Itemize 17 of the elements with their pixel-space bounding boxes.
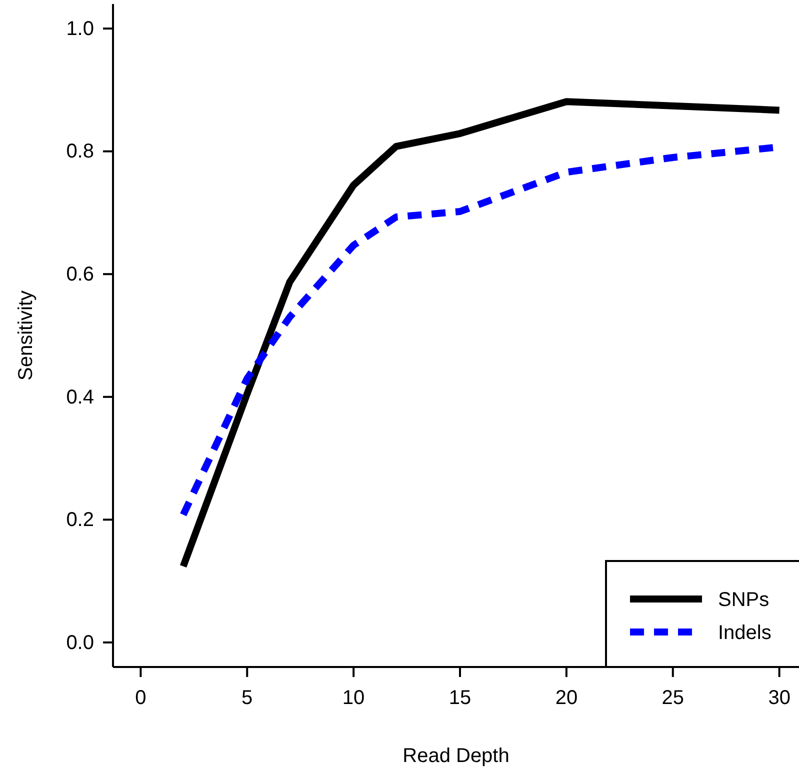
y-tick-label: 0.2 <box>66 509 94 532</box>
y-tick-label: 0.4 <box>66 386 94 408</box>
y-tick-label: 0.6 <box>66 264 94 286</box>
x-tick-label: 20 <box>555 687 578 709</box>
y-tick-label: 1.0 <box>66 18 94 40</box>
y-tick-label: 0.0 <box>66 632 94 654</box>
x-tick-label: 5 <box>242 687 253 709</box>
x-tick-label: 15 <box>448 687 472 709</box>
x-tick-label: 25 <box>662 687 684 709</box>
x-tick-label: 10 <box>342 687 365 709</box>
y-axis-title: Sensitivity <box>15 290 37 381</box>
legend-label: SNPs <box>718 589 770 611</box>
x-axis-title: Read Depth <box>402 745 510 767</box>
x-tick-label: 0 <box>135 687 146 709</box>
legend-label: Indels <box>718 622 772 644</box>
y-tick-label: 0.8 <box>66 140 94 163</box>
x-tick-label: 30 <box>768 687 790 709</box>
